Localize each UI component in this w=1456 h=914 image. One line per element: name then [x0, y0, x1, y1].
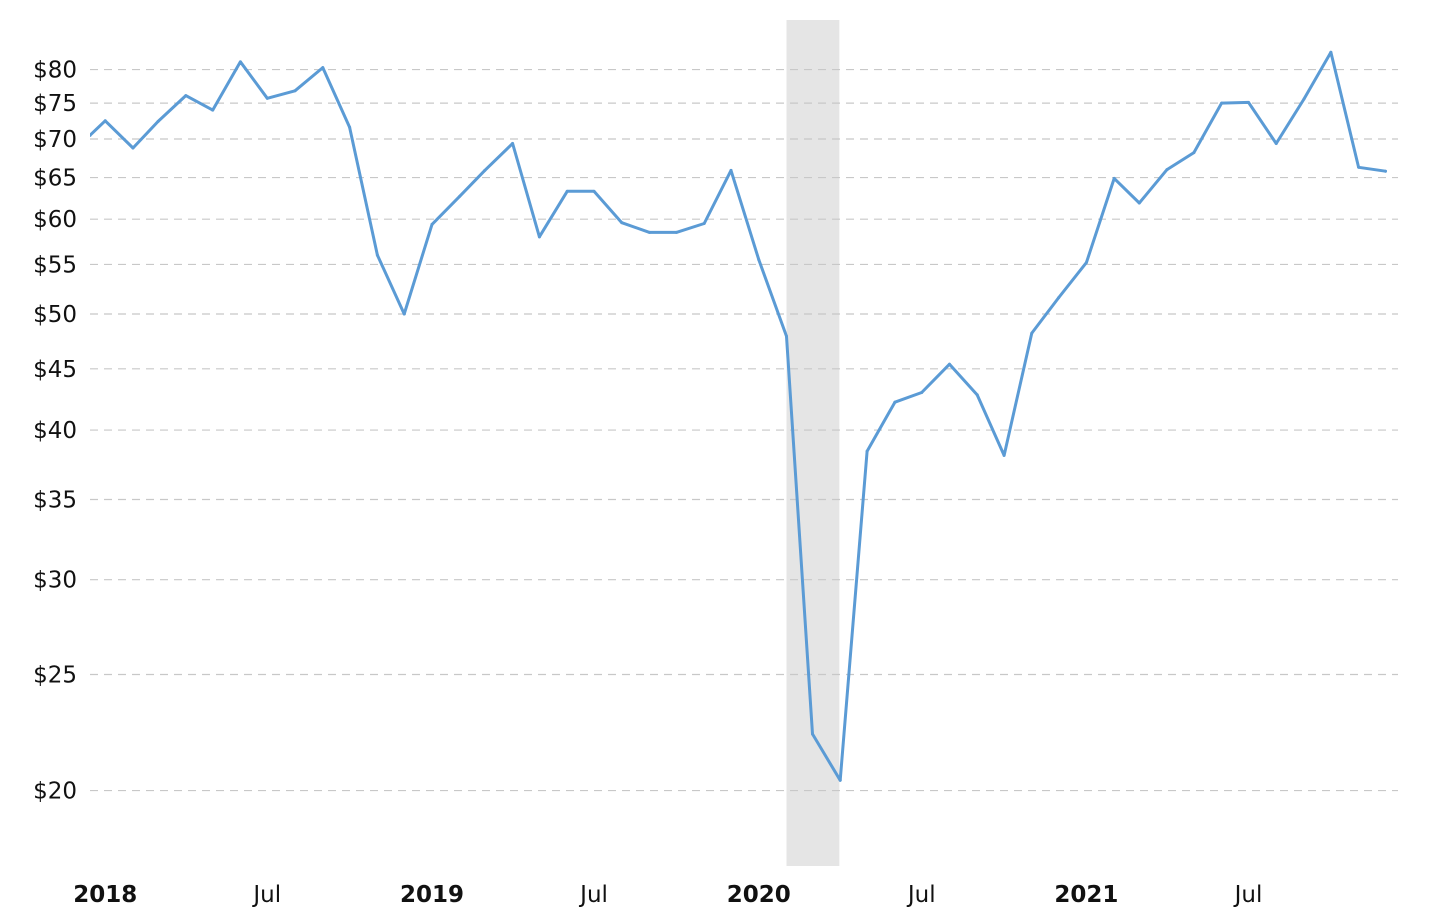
data-point — [674, 230, 678, 234]
data-point — [729, 168, 733, 172]
data-point — [1220, 101, 1224, 105]
data-point — [348, 125, 352, 129]
y-tick-label: $60 — [33, 207, 77, 233]
data-point — [293, 89, 297, 93]
data-point — [90, 133, 92, 137]
y-tick-label: $75 — [33, 91, 77, 117]
y-tick-label: $40 — [33, 418, 77, 444]
data-point — [1192, 151, 1196, 155]
series-line — [90, 50, 1387, 782]
data-point — [1002, 453, 1006, 457]
x-tick-label: Jul — [578, 882, 608, 908]
data-point — [375, 253, 379, 257]
data-point — [620, 221, 624, 225]
data-point — [1383, 169, 1387, 173]
x-tick-label: Jul — [251, 882, 281, 908]
data-point — [592, 189, 596, 193]
x-axis-tick-labels: 2018 Jul 2019 Jul 2020 Jul 2021 Jul — [73, 882, 1262, 908]
data-point — [1165, 168, 1169, 172]
y-tick-label: $30 — [33, 568, 77, 594]
y-tick-label: $25 — [33, 663, 77, 689]
data-point — [156, 119, 160, 123]
x-tick-label: 2018 — [73, 882, 137, 908]
y-tick-label: $55 — [33, 252, 77, 278]
data-point — [184, 94, 188, 98]
data-point — [757, 258, 761, 262]
data-point — [1329, 50, 1333, 54]
gridlines — [90, 68, 1398, 792]
data-point — [211, 108, 215, 112]
y-tick-label: $50 — [33, 302, 77, 328]
y-tick-label: $80 — [33, 58, 77, 84]
data-point — [1137, 201, 1141, 205]
data-point — [865, 449, 869, 453]
y-axis-tick-labels: $20 $25 $30 $35 $40 $45 $50 $55 $60 $65 $70 $75 $80 — [33, 58, 77, 805]
data-point — [1084, 261, 1088, 265]
series-layer — [90, 50, 1387, 782]
data-point — [893, 400, 897, 404]
data-point — [1112, 176, 1116, 180]
data-point — [430, 222, 434, 226]
data-point — [1246, 100, 1250, 104]
data-point — [648, 230, 652, 234]
y-tick-label: $45 — [33, 357, 77, 383]
data-point — [810, 732, 814, 736]
data-point — [458, 194, 462, 198]
data-point — [947, 362, 951, 366]
data-point — [1302, 97, 1306, 101]
data-point — [402, 312, 406, 316]
data-point — [511, 141, 515, 145]
x-tick-label: Jul — [906, 882, 936, 908]
x-tick-label: 2021 — [1054, 882, 1118, 908]
data-point — [103, 119, 107, 123]
x-tick-label: 2020 — [727, 882, 791, 908]
data-point — [920, 390, 924, 394]
x-tick-label: 2019 — [400, 882, 464, 908]
data-point — [321, 66, 325, 70]
data-point — [785, 334, 789, 338]
x-tick-label: Jul — [1233, 882, 1263, 908]
y-tick-label: $20 — [33, 779, 77, 805]
data-point — [975, 393, 979, 397]
data-point — [565, 189, 569, 193]
data-point — [537, 235, 541, 239]
series-group — [90, 50, 1387, 782]
data-point — [838, 778, 842, 782]
data-point — [265, 96, 269, 100]
y-tick-label: $70 — [33, 127, 77, 153]
data-point — [1057, 296, 1061, 300]
data-point — [1357, 165, 1361, 169]
y-tick-label: $35 — [33, 488, 77, 514]
y-tick-label: $65 — [33, 166, 77, 192]
data-point — [702, 222, 706, 226]
data-point — [131, 146, 135, 150]
data-point — [238, 60, 242, 64]
data-point — [1274, 141, 1278, 145]
data-point — [483, 168, 487, 172]
data-point — [1030, 331, 1034, 335]
